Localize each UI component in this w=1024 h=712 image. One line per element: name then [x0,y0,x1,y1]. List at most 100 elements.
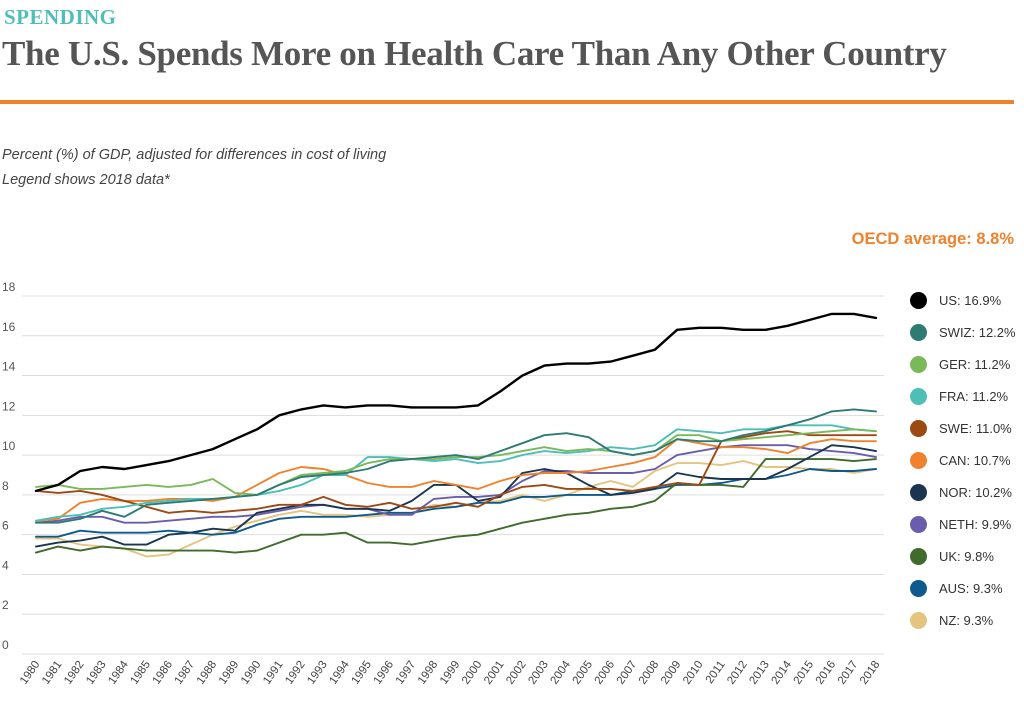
legend-label: AUS: 9.3% [939,581,1003,597]
legend-label: FRA: 11.2% [939,388,1009,404]
legend-item-nz: NZ: 9.3% [910,605,1020,637]
chart-legend-note: Legend shows 2018 data* [2,172,170,188]
x-tick-label: 1996 [372,659,397,687]
x-tick-label: 2014 [770,658,795,686]
x-tick-label: 2012 [725,659,750,687]
x-tick-label: 1991 [261,659,286,687]
x-tick-label: 1999 [438,659,463,687]
series-line-nz [35,460,877,558]
series-line-can [35,438,877,522]
legend-label: CAN: 10.7% [939,453,1011,469]
section-kicker: SPENDING [4,5,117,29]
x-tick-label: 2009 [659,659,684,687]
x-tick-label: 1984 [106,658,131,686]
legend-label: UK: 9.8% [939,549,994,565]
y-tick-label: 4 [2,558,9,572]
chart-legend: US: 16.9% SWIZ: 12.2% GER: 11.2% FRA: 11.2%… [910,284,1020,637]
legend-item-us: US: 16.9% [910,284,1020,316]
series-line-aus [35,468,877,538]
y-tick-label: 6 [2,519,9,533]
series-line-us [34,312,878,493]
x-tick-label: 2005 [571,659,596,687]
x-tick-label: 1980 [18,659,43,687]
legend-item-fra: FRA: 11.2% [910,380,1020,412]
legend-label: NOR: 10.2% [939,485,1012,501]
x-tick-label: 1988 [195,659,220,687]
legend-swatch [910,580,927,598]
x-tick-label: 1992 [283,659,308,687]
legend-item-aus: AUS: 9.3% [910,573,1020,605]
x-tick-label: 2013 [747,659,772,687]
x-tick-label: 1990 [239,659,264,687]
x-tick-label: 2007 [615,659,640,687]
x-tick-label: 2004 [548,658,573,686]
legend-item-swe: SWE: 11.0% [910,412,1020,444]
x-tick-label: 1994 [327,658,352,686]
legend-label: SWE: 11.0% [939,420,1012,436]
x-tick-label: 2001 [482,659,507,687]
y-tick-label: 2 [2,598,9,612]
x-tick-label: 2002 [504,659,529,687]
x-tick-label: 1995 [350,659,375,687]
legend-swatch [910,516,927,534]
y-tick-label: 10 [2,439,16,453]
x-tick-label: 1989 [217,659,242,687]
series-line-swiz [35,408,877,524]
x-tick-label: 1982 [62,659,87,687]
legend-item-can: CAN: 10.7% [910,444,1020,476]
x-tick-label: 2003 [526,659,551,687]
x-tick-label: 2006 [593,659,618,687]
x-tick-label: 1993 [305,659,330,687]
chart-title: The U.S. Spends More on Health Care Than… [2,34,947,73]
series-line-fra [35,424,877,522]
series-line-uk [35,458,877,554]
legend-item-neth: NETH: 9.9% [910,509,1020,541]
legend-swatch [910,484,927,502]
legend-swatch [910,291,927,309]
x-tick-label: 1985 [128,659,153,687]
y-tick-label: 18 [2,280,16,294]
series-line-swe [35,430,877,514]
legend-swatch [910,419,927,437]
legend-swatch [910,548,927,566]
x-tick-label: 2015 [792,659,817,687]
x-tick-label: 2016 [814,659,839,687]
y-tick-label: 14 [2,360,16,374]
title-rule [0,100,1014,104]
legend-label: US: 16.9% [939,292,1002,308]
x-tick-label: 2010 [681,659,706,687]
chart-subtitle: Percent (%) of GDP, adjusted for differe… [2,147,387,163]
x-tick-label: 2011 [704,659,728,686]
x-tick-label: 1987 [173,659,198,687]
legend-item-nor: NOR: 10.2% [910,477,1020,509]
oecd-average-label: OECD average: 8.8% [851,230,1014,248]
y-tick-label: 12 [2,399,16,413]
x-tick-label: 2018 [858,659,883,687]
x-tick-label: 1986 [151,659,176,687]
legend-swatch [910,355,927,373]
legend-item-ger: GER: 11.2% [910,348,1020,380]
legend-swatch [910,323,927,341]
x-tick-label: 2000 [460,659,485,687]
x-tick-label: 1983 [84,659,109,687]
legend-swatch [910,612,927,630]
y-tick-label: 0 [2,638,9,652]
x-tick-label: 2017 [836,659,861,687]
legend-label: GER: 11.2% [939,356,1011,372]
legend-label: NZ: 9.3% [939,613,994,629]
x-tick-label: 1981 [40,659,65,687]
legend-swatch [910,387,927,405]
x-tick-label: 1997 [394,659,419,687]
series-line-ger [35,428,877,496]
x-tick-label: 2008 [637,659,662,687]
legend-label: NETH: 9.9% [939,517,1012,533]
line-chart: 0246810121416181980198119821983198419851… [2,280,884,687]
series-line-neth [35,444,877,524]
y-tick-label: 8 [2,479,9,493]
legend-item-uk: UK: 9.8% [910,541,1020,573]
legend-item-swiz: SWIZ: 12.2% [910,316,1020,348]
x-tick-label: 1998 [416,659,441,687]
y-tick-label: 16 [2,320,16,334]
legend-swatch [910,452,927,470]
legend-label: SWIZ: 12.2% [939,324,1016,340]
